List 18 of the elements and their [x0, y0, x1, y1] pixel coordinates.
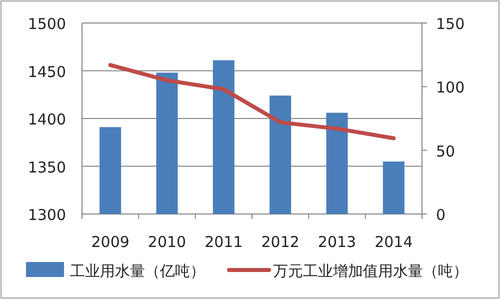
legend-label: 工业用水量（亿吨）: [70, 262, 205, 280]
y-tick-label: 1300: [28, 206, 66, 224]
x-tick-label: 2009: [91, 233, 130, 251]
y-tick-label: 1350: [28, 158, 66, 176]
y2-tick-label: 0: [436, 206, 446, 224]
x-tick-label: 2014: [374, 233, 413, 251]
x-tick-label: 2012: [261, 233, 300, 251]
x-tick-label: 2013: [318, 233, 356, 251]
y-tick-label: 1400: [28, 110, 66, 128]
x-tick-label: 2011: [204, 233, 243, 251]
y2-tick-label: 50: [436, 142, 456, 160]
y2-tick-label: 150: [436, 15, 465, 33]
y2-tick-label: 100: [436, 78, 465, 97]
x-tick-label: 2010: [148, 233, 186, 251]
y-tick-label: 1500: [28, 15, 66, 33]
line-series: [108, 63, 396, 140]
y-tick-label: 1450: [28, 62, 66, 81]
legend-label: 万元工业增加值用水量（吨）: [273, 262, 468, 280]
